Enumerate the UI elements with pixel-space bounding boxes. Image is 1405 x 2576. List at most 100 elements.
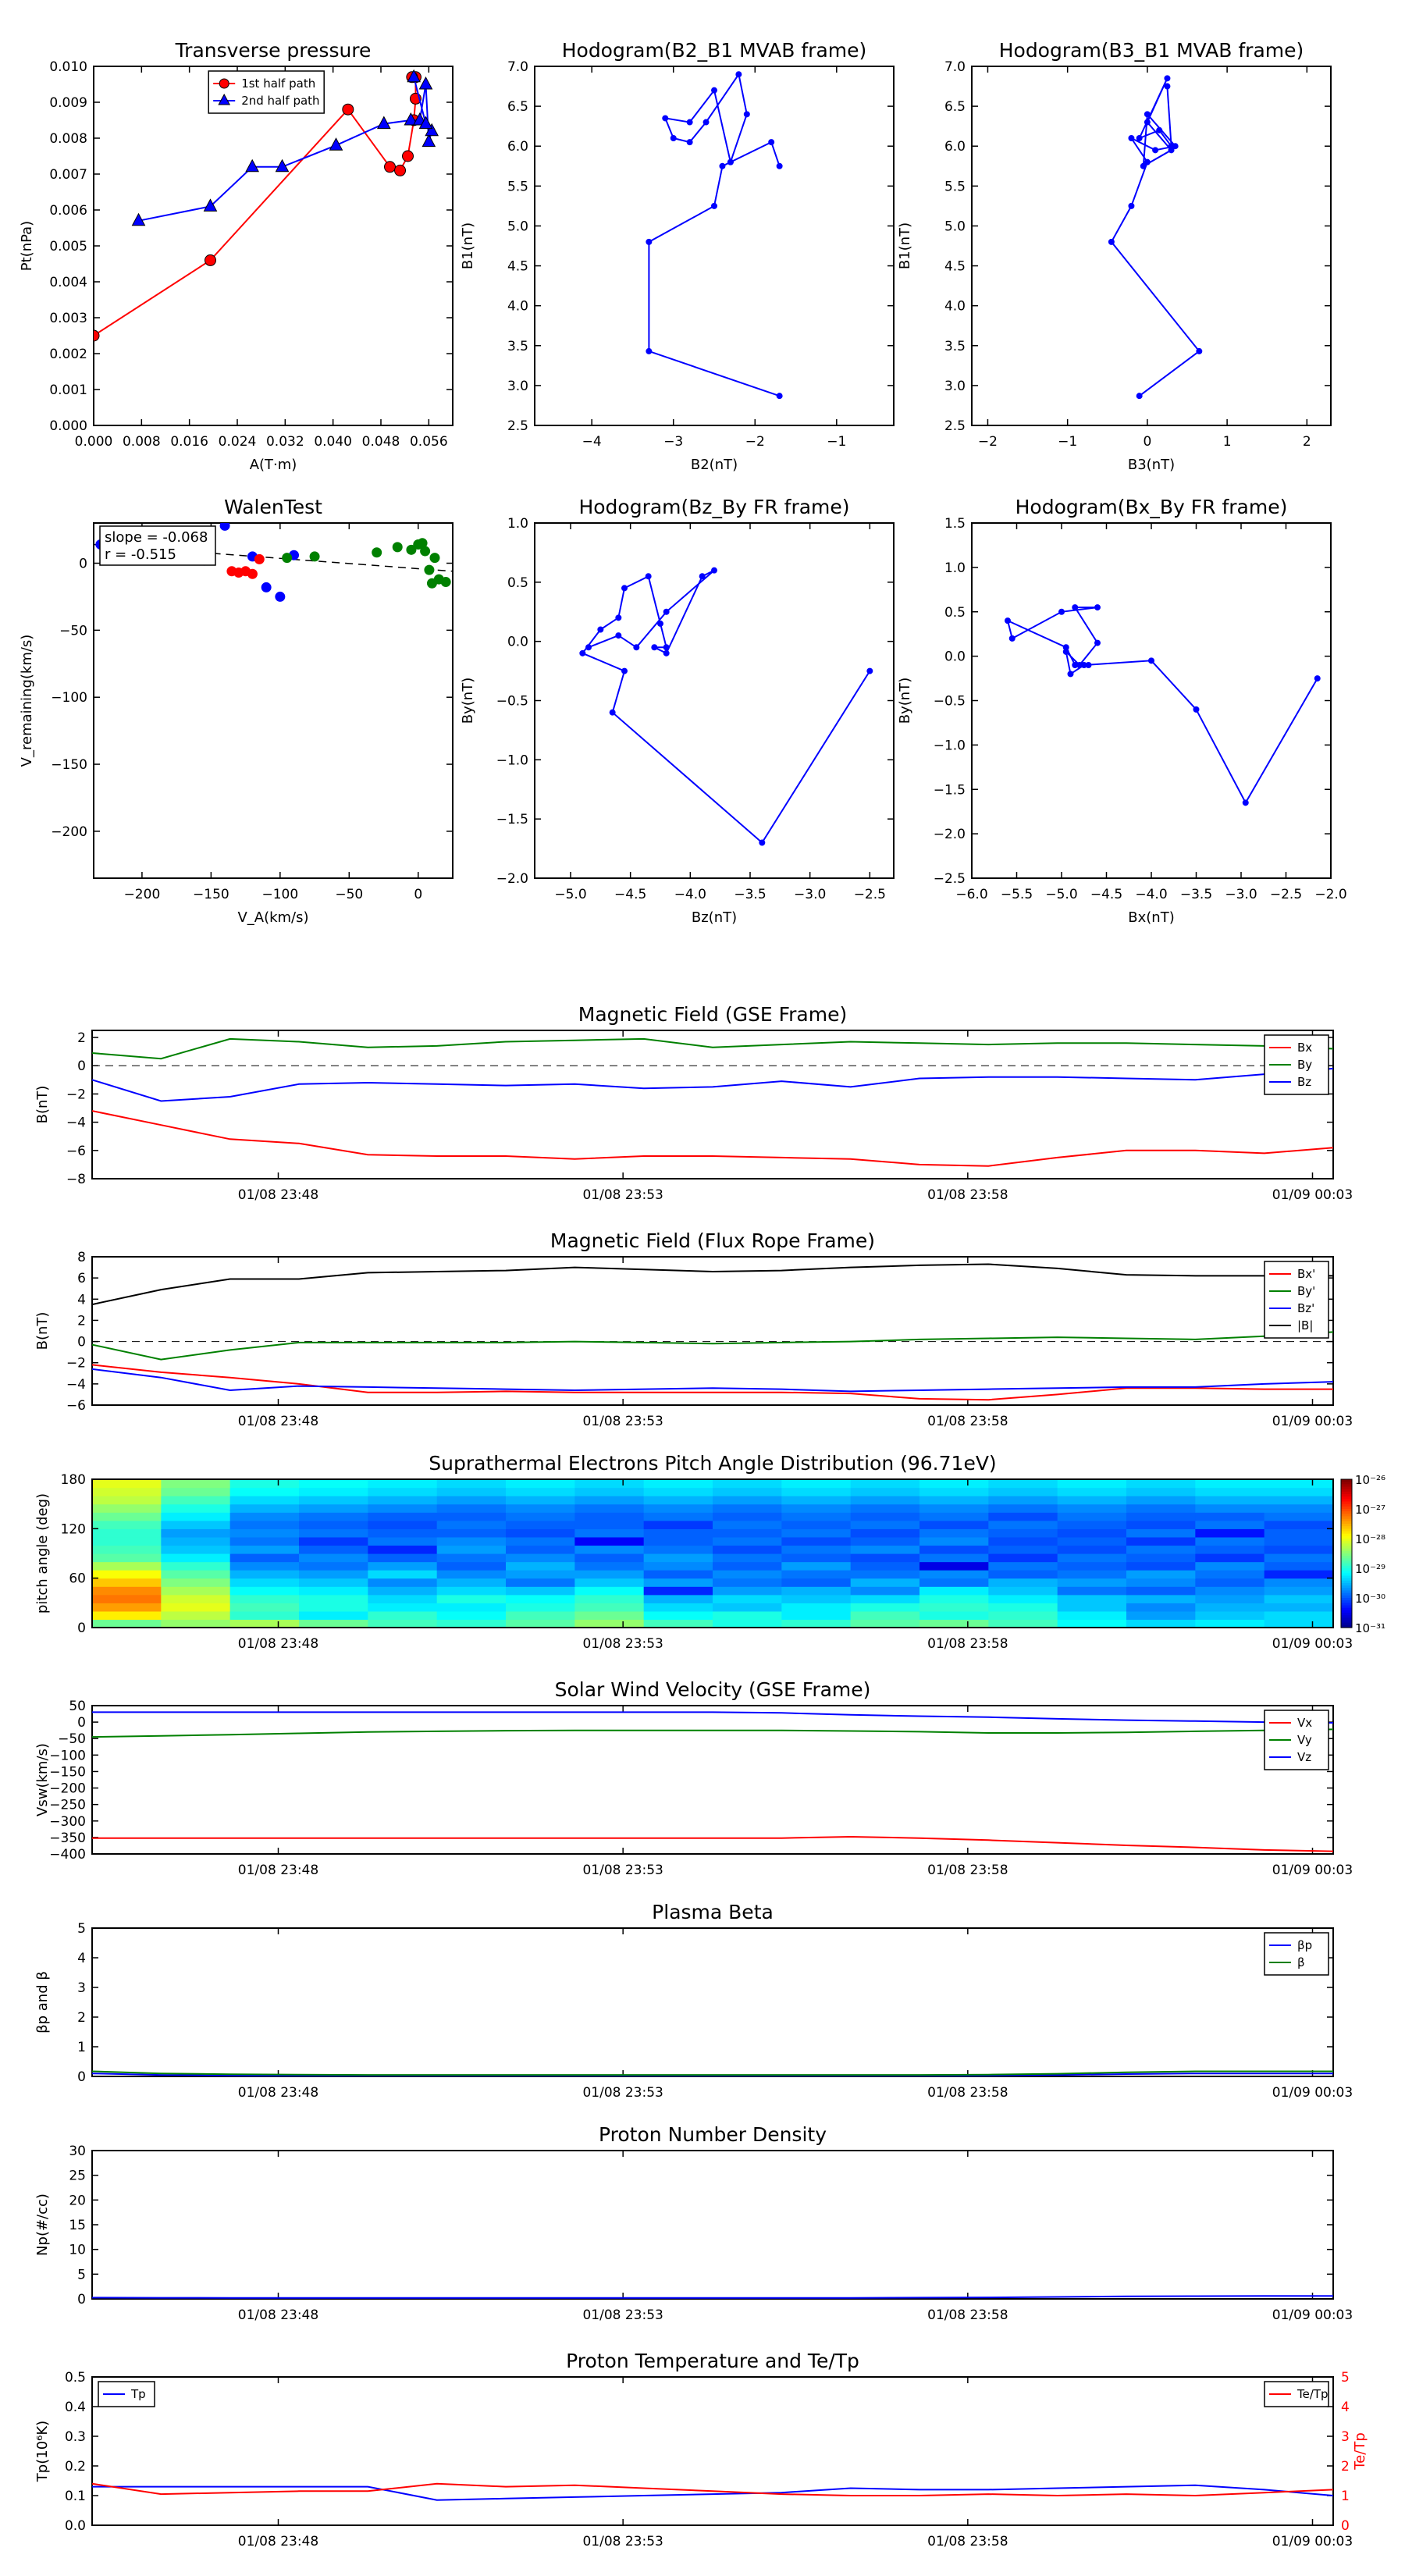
series-0-point — [1156, 126, 1163, 133]
colorbar-segment — [1341, 1563, 1352, 1567]
heatmap-cell — [229, 1603, 300, 1612]
y-tick-label: −150 — [51, 757, 87, 773]
y-tick-label: 3.5 — [507, 339, 528, 354]
heatmap-cell — [299, 1610, 368, 1621]
y-axis-label: B(nT) — [34, 1086, 51, 1124]
chart-transverse-pressure: Transverse pressure 0.000 0.008 0.016 0.024 0… — [19, 39, 454, 473]
colorbar-segment — [1341, 1556, 1352, 1559]
heatmap-cell — [643, 1487, 713, 1496]
series-0-point — [1144, 111, 1151, 118]
heatmap-cell — [919, 1594, 989, 1603]
heatmap-cell — [643, 1594, 713, 1603]
y-tick-label: 0.0 — [507, 635, 528, 650]
heatmap-cell — [643, 1512, 713, 1521]
y-tick-label: 3.5 — [944, 339, 966, 354]
y-tick-label: 0.3 — [65, 2429, 86, 2445]
heatmap-cell — [643, 1578, 713, 1587]
heatmap-cell — [1195, 1570, 1265, 1579]
y-tick-label: −350 — [49, 1831, 86, 1846]
heatmap-cell — [506, 1536, 575, 1546]
y-tick-label: 0.008 — [49, 131, 87, 147]
heatmap-cell — [713, 1594, 782, 1603]
axes-frame — [91, 1478, 1334, 1628]
heatmap-cell — [92, 1479, 162, 1489]
heatmap-cell — [229, 1619, 300, 1628]
annotation-box — [99, 525, 216, 566]
heatmap-cell — [1057, 1479, 1127, 1489]
heatmap-cell — [436, 1512, 507, 1521]
heatmap-cell — [1126, 1503, 1196, 1513]
x-tick-label: 0.008 — [123, 434, 161, 450]
colorbar-segment — [1341, 1546, 1352, 1550]
heatmap-cell — [713, 1487, 782, 1496]
y-tick-label: 2.5 — [944, 418, 966, 434]
heatmap-cell — [781, 1503, 852, 1513]
heatmap-cell — [574, 1512, 645, 1521]
y-tick-label: 60 — [69, 1571, 86, 1587]
heatmap-cell — [436, 1610, 507, 1621]
heatmap-cell — [161, 1536, 231, 1546]
chart-hodogram-b2-b1: Hodogram(B2_B1 MVAB frame) −4 −3 −2 −1 2.5 3.0… — [460, 39, 895, 473]
y-tick-label: 2 — [77, 1030, 86, 1046]
heatmap-cell — [161, 1528, 231, 1538]
heatmap-cell — [436, 1545, 507, 1554]
heatmap-cell — [368, 1545, 438, 1554]
y-right-tick-label: 2 — [1341, 2459, 1350, 2475]
colorbar-segment — [1341, 1479, 1352, 1482]
y-tick-label: 5 — [77, 1921, 86, 1937]
x-tick-label: 01/08 23:58 — [927, 2534, 1008, 2549]
y-tick-label: 0 — [77, 2292, 86, 2307]
heatmap-cell — [229, 1496, 300, 1505]
heatmap-cell — [1126, 1536, 1196, 1546]
series-0-point — [1108, 238, 1115, 245]
legend-box — [208, 70, 325, 114]
y-tick-label: 2.5 — [507, 418, 528, 434]
chart-hodogram-bx-by: Hodogram(Bx_By FR frame) −6.0 −5.5 −5.0 −4.5… — [897, 496, 1347, 926]
series-bx-line — [92, 1364, 1333, 1401]
y-tick-label: −1.0 — [496, 753, 528, 768]
heatmap-cell — [368, 1528, 438, 1538]
x-tick-label: −1 — [1058, 434, 1077, 450]
heatmap-cell — [781, 1520, 852, 1529]
y-tick-label: 7.0 — [507, 59, 528, 75]
heatmap-cell — [919, 1578, 989, 1587]
heatmap-cell — [506, 1619, 575, 1628]
legend-label: Vz — [1297, 1750, 1311, 1764]
heatmap-cell — [1195, 1512, 1265, 1521]
heatmap-cell — [919, 1479, 989, 1489]
chart-title: Magnetic Field (Flux Rope Frame) — [550, 1229, 875, 1252]
series-vx-line — [92, 1835, 1333, 1852]
y-tick-label: 4.5 — [507, 259, 528, 275]
colorbar-segment — [1341, 1543, 1352, 1547]
heatmap-cell — [299, 1594, 368, 1603]
y-tick-label: 5.5 — [944, 179, 966, 194]
plot-area — [92, 2482, 1333, 2501]
x-axis-label: Bz(nT) — [692, 909, 737, 926]
colorbar-segment — [1341, 1501, 1352, 1505]
heatmap-cell — [781, 1479, 852, 1489]
x-tick-label: 01/08 23:48 — [238, 2307, 318, 2323]
colorbar-segment — [1341, 1578, 1352, 1582]
legend-label: βp — [1297, 1938, 1312, 1952]
heatmap-cell — [643, 1570, 713, 1579]
heatmap-cell — [781, 1496, 852, 1505]
heatmap-cell — [643, 1479, 713, 1489]
x-tick-label: −3.5 — [1180, 887, 1212, 902]
heatmap-cell — [1126, 1487, 1196, 1496]
heatmap-cell — [229, 1528, 300, 1538]
series-0-point — [670, 135, 677, 141]
x-tick-label: −3.0 — [794, 887, 826, 902]
heatmap-cell — [1264, 1487, 1334, 1496]
heatmap-cell — [919, 1503, 989, 1513]
heatmap-cell — [574, 1528, 645, 1538]
heatmap-cell — [919, 1603, 989, 1612]
colorbar-segment — [1341, 1585, 1352, 1589]
heatmap-cell — [574, 1561, 645, 1571]
series-2-point — [309, 551, 320, 562]
heatmap-cell — [919, 1545, 989, 1554]
colorbar-segment — [1341, 1617, 1352, 1621]
colorbar-segment — [1341, 1514, 1352, 1517]
heatmap-cell — [1264, 1594, 1334, 1603]
series-2nd-half-path-point — [418, 76, 433, 90]
legend-label: By' — [1297, 1284, 1315, 1298]
